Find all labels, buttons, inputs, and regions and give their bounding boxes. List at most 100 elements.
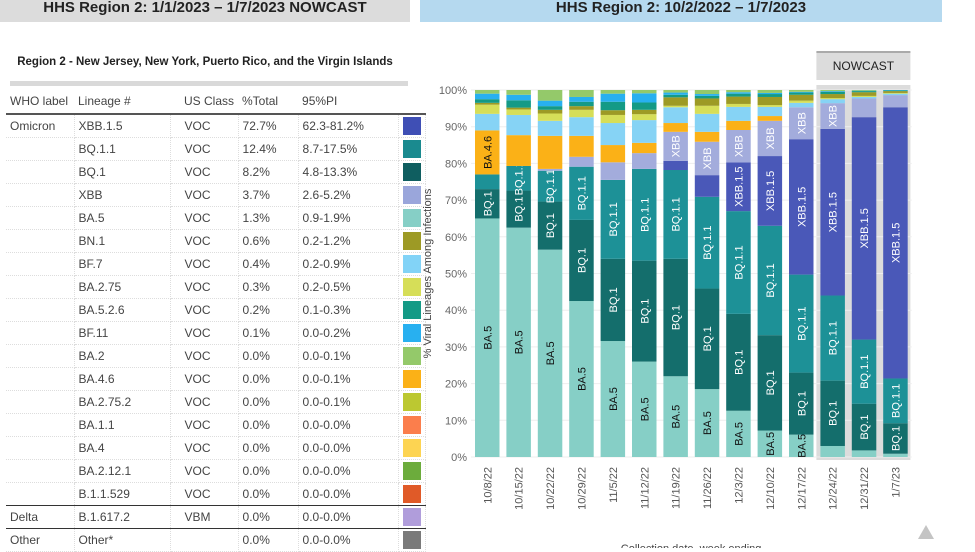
color-swatch xyxy=(403,324,421,342)
bar-segment-BF.7 xyxy=(538,121,563,136)
cell-total: 3.7% xyxy=(238,184,298,207)
bar-segment-BA.5.2.6 xyxy=(758,94,783,97)
segment-label: XBB xyxy=(671,135,683,157)
cell-total: 0.3% xyxy=(238,276,298,299)
cell-pi: 0.0-0.0% xyxy=(298,506,398,529)
bar-segment-BA.4.6 xyxy=(632,143,657,153)
bar-segment-BF.11 xyxy=(569,97,594,102)
cell-who xyxy=(6,460,74,483)
segment-label: XBB xyxy=(702,147,714,169)
column-header: WHO label xyxy=(6,88,74,114)
segment-label: BQ.1.1 xyxy=(702,226,714,260)
bar-segment-BA.2.75 xyxy=(820,98,845,99)
cell-who xyxy=(6,368,74,391)
cell-class: VOC xyxy=(170,184,238,207)
cell-total: 72.7% xyxy=(238,114,298,138)
cell-pi: 0.0-0.1% xyxy=(298,368,398,391)
x-tick-label: 12/31/22 xyxy=(859,467,871,510)
cell-class: VOC xyxy=(170,114,238,138)
segment-label: BQ.1.1 xyxy=(733,245,745,279)
bar-segment-BA.2 xyxy=(758,90,783,93)
cell-who xyxy=(6,437,74,460)
bar-segment-BF.7 xyxy=(820,99,845,103)
region-subtitle: Region 2 - New Jersey, New York, Puerto … xyxy=(0,56,410,68)
x-tick-label: 11/19/22 xyxy=(671,467,683,509)
color-swatch xyxy=(403,140,421,158)
bar-10/29/22: BA.5BQ.1BQ.1.1 xyxy=(569,90,594,457)
cell-lineage: BA.4 xyxy=(74,437,170,460)
cell-pi: 0.0-0.1% xyxy=(298,391,398,414)
segment-label: BA.5 xyxy=(796,434,808,458)
cell-class: VOC xyxy=(170,161,238,184)
segment-label: BQ.1.1 xyxy=(608,202,620,236)
bar-segment-BA.4.6 xyxy=(695,132,720,142)
cell-class: VOC xyxy=(170,391,238,414)
segment-label: BQ.1 xyxy=(828,401,840,426)
segment-label: XBB.1.5 xyxy=(796,187,808,227)
cell-pi: 2.6-5.2% xyxy=(298,184,398,207)
bar-10/8/22: BA.5BQ.1BA.4.6 xyxy=(475,90,500,457)
segment-label: BA.5 xyxy=(608,387,620,411)
cell-lineage: BA.1.1 xyxy=(74,414,170,437)
bar-segment-BN.1 xyxy=(695,98,720,105)
x-tick-label: 12/3/22 xyxy=(733,467,745,504)
cell-total: 0.0% xyxy=(238,506,298,529)
cell-class xyxy=(170,529,238,552)
color-swatch xyxy=(403,508,421,526)
bar-segment-BA.2 xyxy=(663,90,688,93)
cell-lineage: BQ.1 xyxy=(74,161,170,184)
cell-lineage: BA.5.2.6 xyxy=(74,299,170,322)
bar-segment-XBB xyxy=(852,98,877,117)
bar-segment-BQ.1.1 xyxy=(475,174,500,189)
bar-segment-BF.7 xyxy=(506,115,531,135)
bar-segment-BF.7 xyxy=(475,114,500,131)
stacked-bar-chart: NOWCAST0%10%20%30%40%50%60%70%80%90%100%… xyxy=(420,40,975,548)
segment-label: BQ.1.1 xyxy=(828,321,840,355)
cell-who xyxy=(6,230,74,253)
bar-segment-BN.1 xyxy=(883,91,908,93)
segment-label: BQ.1 xyxy=(608,287,620,312)
bar-segment-BA.2.75 xyxy=(726,104,751,107)
bar-segment-BA.5.2.6 xyxy=(852,91,877,92)
bar-segment-BA.2.75 xyxy=(506,109,531,115)
cell-pi: 0.0-0.1% xyxy=(298,345,398,368)
nowcast-label: NOWCAST xyxy=(833,59,895,73)
segment-label: XBB.1.5 xyxy=(859,208,871,248)
cell-total: 0.0% xyxy=(238,437,298,460)
x-tick-label: 12/10/22 xyxy=(765,467,777,510)
segment-label: BQ.1 xyxy=(545,213,557,238)
cell-class: VOC xyxy=(170,483,238,506)
bar-segment-BA.2.75 xyxy=(569,110,594,117)
cell-pi: 0.0-0.2% xyxy=(298,322,398,345)
bar-segment-BA.4.6 xyxy=(538,136,563,169)
cell-lineage: B.1.617.2 xyxy=(74,506,170,529)
y-tick-label: 70% xyxy=(445,195,467,207)
bar-segment-BF.7 xyxy=(569,117,594,136)
bar-segment-BF.7 xyxy=(663,107,688,123)
cell-class: VOC xyxy=(170,299,238,322)
segment-label: BA.5 xyxy=(671,405,683,429)
x-tick-label: 12/17/22 xyxy=(796,467,808,510)
color-swatch xyxy=(403,255,421,273)
x-tick-label: 11/26/22 xyxy=(702,467,714,509)
segment-label: BA.5 xyxy=(765,432,777,456)
y-tick-label: 10% xyxy=(445,415,467,427)
divider xyxy=(10,81,408,86)
bar-segment-BA.2 xyxy=(695,90,720,94)
y-tick-label: 30% xyxy=(445,342,467,354)
bar-segment-BA.2 xyxy=(789,90,814,92)
bar-segment-BA.2 xyxy=(538,90,563,101)
cell-lineage: BA.2 xyxy=(74,345,170,368)
segment-label: BQ.1.1 xyxy=(514,161,526,195)
segment-label: BA.5 xyxy=(733,422,745,446)
